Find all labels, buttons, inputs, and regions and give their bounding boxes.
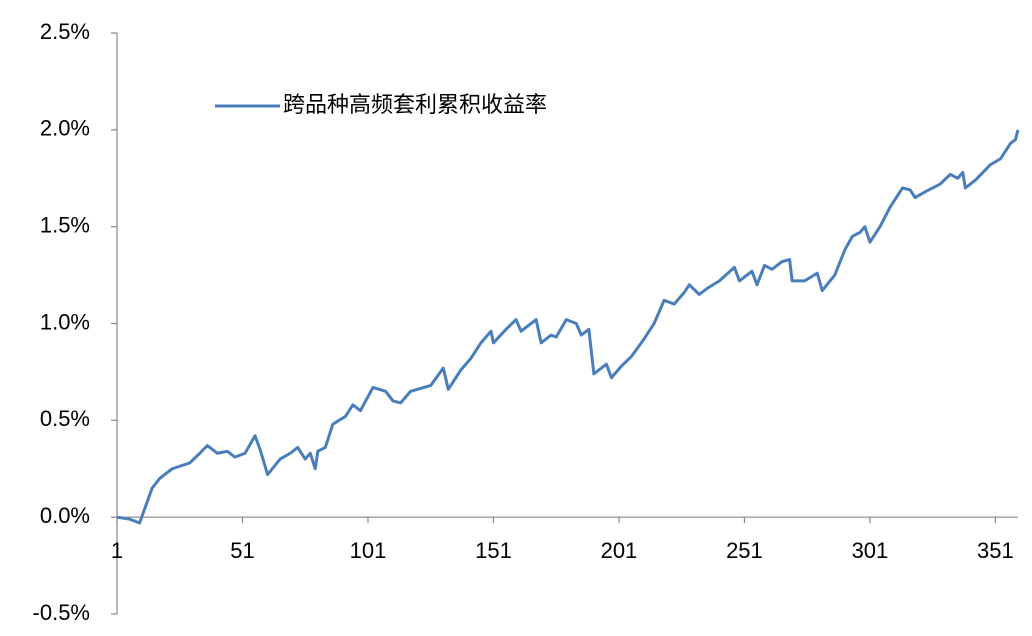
x-tick-label: 51 bbox=[230, 538, 254, 563]
x-tick-label: 351 bbox=[977, 538, 1014, 563]
y-tick-label: 2.5% bbox=[40, 19, 90, 44]
y-tick-label: 1.5% bbox=[40, 212, 90, 237]
x-tick-label: 251 bbox=[726, 538, 763, 563]
y-tick-label: 0.0% bbox=[40, 503, 90, 528]
x-tick-label: 101 bbox=[350, 538, 387, 563]
x-tick-label: 301 bbox=[852, 538, 889, 563]
y-tick-label: -0.5% bbox=[33, 600, 90, 625]
x-tick-label: 201 bbox=[601, 538, 638, 563]
x-tick-label: 151 bbox=[475, 538, 512, 563]
legend-label: 跨品种高频套利累积收益率 bbox=[283, 92, 547, 117]
y-tick-label: 1.0% bbox=[40, 309, 90, 334]
x-tick-label: 1 bbox=[111, 538, 123, 563]
y-tick-label: 0.5% bbox=[40, 406, 90, 431]
y-tick-label: 2.0% bbox=[40, 116, 90, 141]
series-line bbox=[116, 129, 1020, 525]
